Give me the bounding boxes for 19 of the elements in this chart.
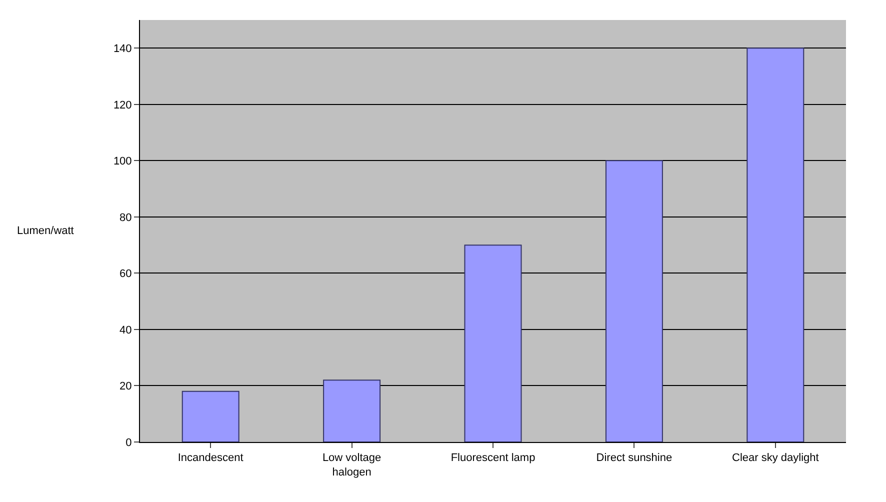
y-tick-label: 40 <box>120 324 132 336</box>
x-tick-label: Fluorescent lamp <box>450 452 536 464</box>
y-axis-title: Lumen/watt <box>17 225 74 237</box>
y-tick-label: 0 <box>126 436 132 449</box>
x-tick-label: Direct sunshine <box>596 452 672 464</box>
y-tick-label: 60 <box>120 268 132 280</box>
bar <box>605 160 663 442</box>
x-tick-label: Low voltage halogen <box>322 452 382 478</box>
y-tick-label: 20 <box>120 380 132 393</box>
bar <box>182 390 240 442</box>
bar <box>464 244 522 442</box>
x-tick-label: Incandescent <box>178 452 244 464</box>
y-tick-label: 140 <box>113 42 132 55</box>
y-tick-label: 80 <box>120 212 132 224</box>
bar <box>323 380 381 442</box>
y-tick-label: 100 <box>113 156 132 168</box>
x-tick-label: Clear sky daylight <box>732 452 819 464</box>
y-tick-label: 120 <box>113 99 132 112</box>
bar <box>746 48 804 442</box>
